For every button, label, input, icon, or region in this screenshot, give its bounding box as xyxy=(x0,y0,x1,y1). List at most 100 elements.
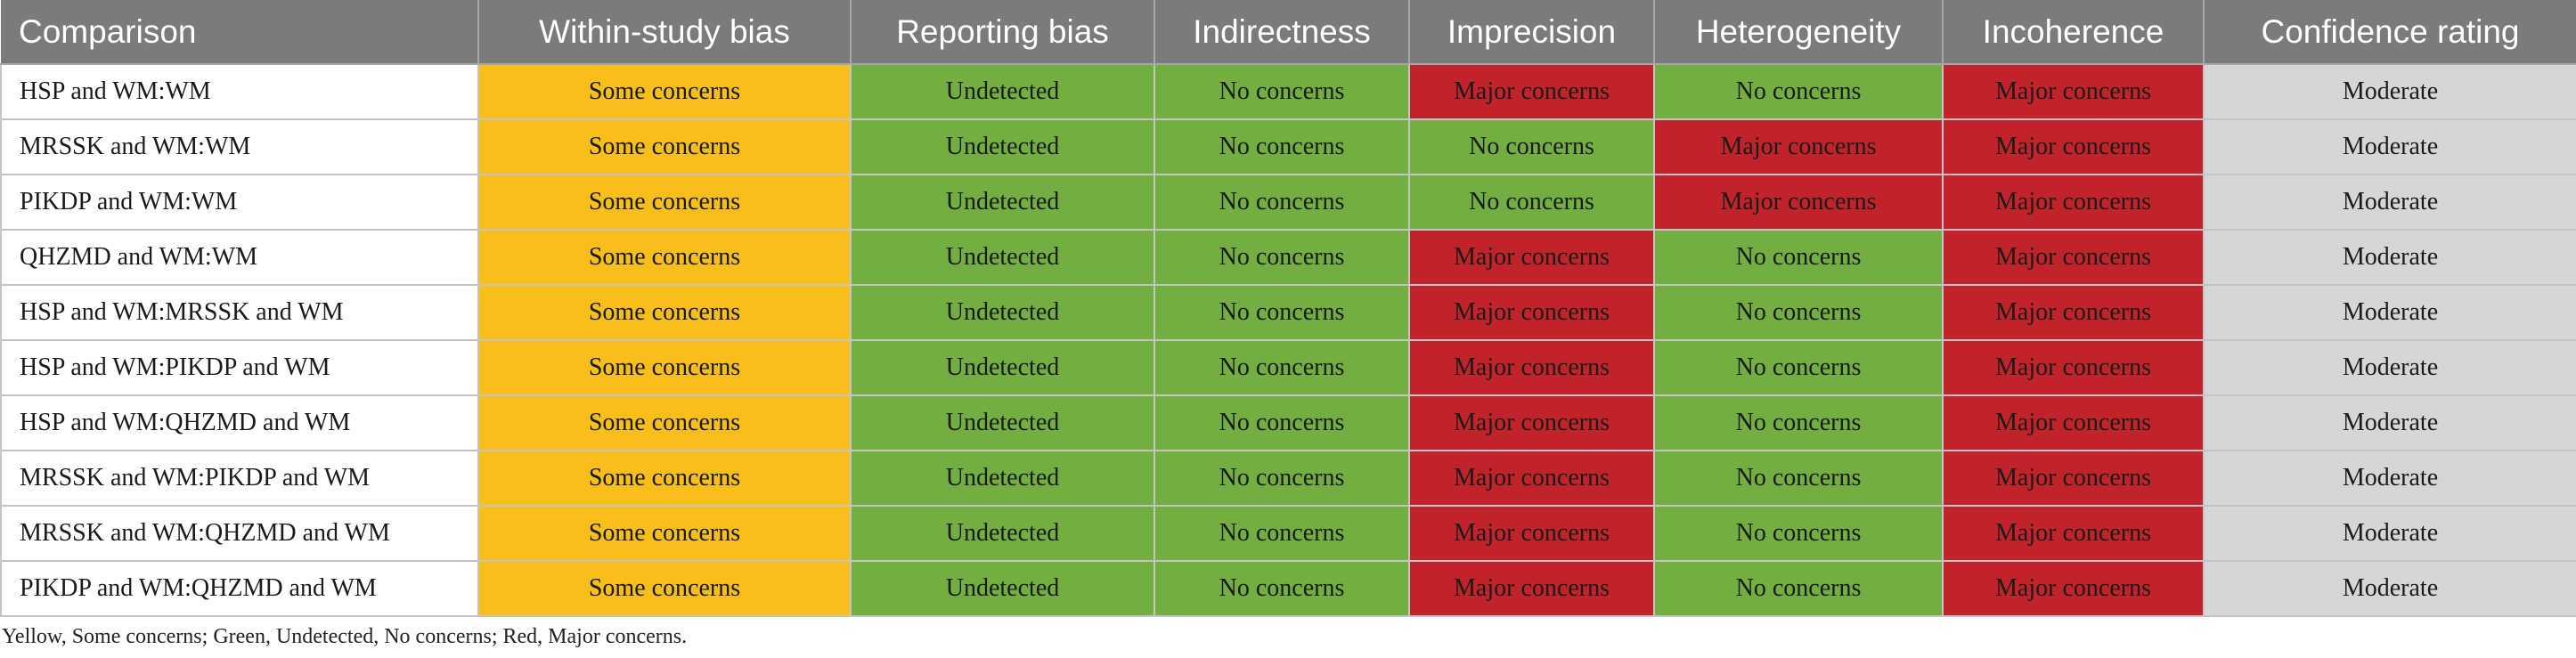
cell-indirectness: No concerns xyxy=(1154,230,1410,286)
cell-imprecision: Major concerns xyxy=(1409,230,1655,286)
cell-incoherence: Major concerns xyxy=(1943,64,2205,120)
cell-reporting-bias: Undetected xyxy=(851,64,1155,120)
cell-imprecision: Major concerns xyxy=(1409,395,1655,451)
cell-within-study-bias: Some concerns xyxy=(478,561,852,617)
cell-imprecision: No concerns xyxy=(1409,119,1655,175)
table-row: HSP and WM:QHZMD and WM Some concerns Unde… xyxy=(0,395,2576,451)
cell-imprecision: No concerns xyxy=(1409,175,1655,231)
cell-incoherence: Major concerns xyxy=(1943,395,2205,451)
table-footnote: Yellow, Some concerns; Green, Undetected… xyxy=(2,625,688,648)
cell-within-study-bias: Some concerns xyxy=(478,395,852,451)
table-header: Comparison Within-study bias Reporting b… xyxy=(1,0,2576,65)
cell-incoherence: Major concerns xyxy=(1943,175,2205,231)
cell-comparison: MRSSK and WM:QHZMD and WM xyxy=(0,506,479,562)
cell-indirectness: No concerns xyxy=(1154,506,1410,562)
cell-heterogeneity: No concerns xyxy=(1654,506,1944,562)
table-row: PIKDP and WM:WM Some concerns Undetected No… xyxy=(0,175,2576,231)
cell-within-study-bias: Some concerns xyxy=(478,230,852,286)
cell-heterogeneity: No concerns xyxy=(1654,285,1944,341)
cell-imprecision: Major concerns xyxy=(1409,506,1655,562)
cell-within-study-bias: Some concerns xyxy=(478,506,852,562)
column-header-imprecision: Imprecision xyxy=(1409,0,1655,65)
cell-comparison: MRSSK and WM:WM xyxy=(0,119,479,175)
cell-comparison: HSP and WM:MRSSK and WM xyxy=(0,285,479,341)
cell-confidence-rating: Moderate xyxy=(2204,451,2576,507)
cell-confidence-rating: Moderate xyxy=(2204,64,2576,120)
cell-within-study-bias: Some concerns xyxy=(478,285,852,341)
cell-confidence-rating: Moderate xyxy=(2204,285,2576,341)
cell-reporting-bias: Undetected xyxy=(851,340,1155,396)
confidence-table-container: Comparison Within-study bias Reporting b… xyxy=(0,0,2576,617)
cell-indirectness: No concerns xyxy=(1154,561,1410,617)
cell-indirectness: No concerns xyxy=(1154,285,1410,341)
cell-comparison: QHZMD and WM:WM xyxy=(0,230,479,286)
cell-heterogeneity: No concerns xyxy=(1654,64,1944,120)
confidence-table: Comparison Within-study bias Reporting b… xyxy=(0,0,2576,617)
cell-within-study-bias: Some concerns xyxy=(478,175,852,231)
table-row: MRSSK and WM:PIKDP and WM Some concerns Un… xyxy=(0,451,2576,507)
cell-heterogeneity: No concerns xyxy=(1654,395,1944,451)
cell-reporting-bias: Undetected xyxy=(851,285,1155,341)
cell-heterogeneity: No concerns xyxy=(1654,561,1944,617)
cell-imprecision: Major concerns xyxy=(1409,340,1655,396)
column-header-heterogeneity: Heterogeneity xyxy=(1654,0,1944,65)
cell-indirectness: No concerns xyxy=(1154,451,1410,507)
table-row: HSP and WM:PIKDP and WM Some concerns Unde… xyxy=(0,340,2576,396)
cell-reporting-bias: Undetected xyxy=(851,119,1155,175)
cell-incoherence: Major concerns xyxy=(1943,561,2205,617)
cell-confidence-rating: Moderate xyxy=(2204,561,2576,617)
header-row: Comparison Within-study bias Reporting b… xyxy=(1,0,2576,65)
cell-incoherence: Major concerns xyxy=(1943,506,2205,562)
cell-comparison: MRSSK and WM:PIKDP and WM xyxy=(0,451,479,507)
cell-comparison: HSP and WM:QHZMD and WM xyxy=(0,395,479,451)
cell-confidence-rating: Moderate xyxy=(2204,175,2576,231)
cell-comparison: PIKDP and WM:WM xyxy=(0,175,479,231)
cell-imprecision: Major concerns xyxy=(1409,285,1655,341)
cell-comparison: HSP and WM:PIKDP and WM xyxy=(0,340,479,396)
column-header-confidence-rating: Confidence rating xyxy=(2204,0,2576,65)
cell-heterogeneity: Major concerns xyxy=(1654,119,1944,175)
column-header-comparison: Comparison xyxy=(1,0,479,65)
table-body: HSP and WM:WM Some concerns Undetected No c… xyxy=(0,64,2576,617)
cell-reporting-bias: Undetected xyxy=(851,395,1155,451)
cell-imprecision: Major concerns xyxy=(1409,64,1655,120)
table-row: PIKDP and WM:QHZMD and WM Some concerns Un… xyxy=(0,561,2576,617)
cell-within-study-bias: Some concerns xyxy=(478,119,852,175)
cell-within-study-bias: Some concerns xyxy=(478,451,852,507)
cell-reporting-bias: Undetected xyxy=(851,561,1155,617)
cell-within-study-bias: Some concerns xyxy=(478,340,852,396)
cell-reporting-bias: Undetected xyxy=(851,451,1155,507)
cell-reporting-bias: Undetected xyxy=(851,230,1155,286)
cell-incoherence: Major concerns xyxy=(1943,451,2205,507)
cell-reporting-bias: Undetected xyxy=(851,175,1155,231)
cell-confidence-rating: Moderate xyxy=(2204,395,2576,451)
cell-heterogeneity: Major concerns xyxy=(1654,175,1944,231)
cell-confidence-rating: Moderate xyxy=(2204,119,2576,175)
cell-indirectness: No concerns xyxy=(1154,64,1410,120)
cell-confidence-rating: Moderate xyxy=(2204,506,2576,562)
cell-heterogeneity: No concerns xyxy=(1654,340,1944,396)
cell-reporting-bias: Undetected xyxy=(851,506,1155,562)
cell-within-study-bias: Some concerns xyxy=(478,64,852,120)
cell-heterogeneity: No concerns xyxy=(1654,451,1944,507)
cell-confidence-rating: Moderate xyxy=(2204,340,2576,396)
cell-confidence-rating: Moderate xyxy=(2204,230,2576,286)
cell-incoherence: Major concerns xyxy=(1943,119,2205,175)
cell-imprecision: Major concerns xyxy=(1409,561,1655,617)
table-row: MRSSK and WM:QHZMD and WM Some concerns Un… xyxy=(0,506,2576,562)
cell-indirectness: No concerns xyxy=(1154,119,1410,175)
table-row: HSP and WM:MRSSK and WM Some concerns Unde… xyxy=(0,285,2576,341)
cell-heterogeneity: No concerns xyxy=(1654,230,1944,286)
cell-imprecision: Major concerns xyxy=(1409,451,1655,507)
cell-indirectness: No concerns xyxy=(1154,395,1410,451)
cell-incoherence: Major concerns xyxy=(1943,340,2205,396)
column-header-within-study-bias: Within-study bias xyxy=(478,0,852,65)
cell-incoherence: Major concerns xyxy=(1943,230,2205,286)
cell-incoherence: Major concerns xyxy=(1943,285,2205,341)
cell-comparison: PIKDP and WM:QHZMD and WM xyxy=(0,561,479,617)
column-header-incoherence: Incoherence xyxy=(1943,0,2205,65)
cell-indirectness: No concerns xyxy=(1154,175,1410,231)
cell-comparison: HSP and WM:WM xyxy=(0,64,479,120)
table-row: MRSSK and WM:WM Some concerns Undetected No… xyxy=(0,119,2576,175)
table-row: QHZMD and WM:WM Some concerns Undetected No… xyxy=(0,230,2576,286)
